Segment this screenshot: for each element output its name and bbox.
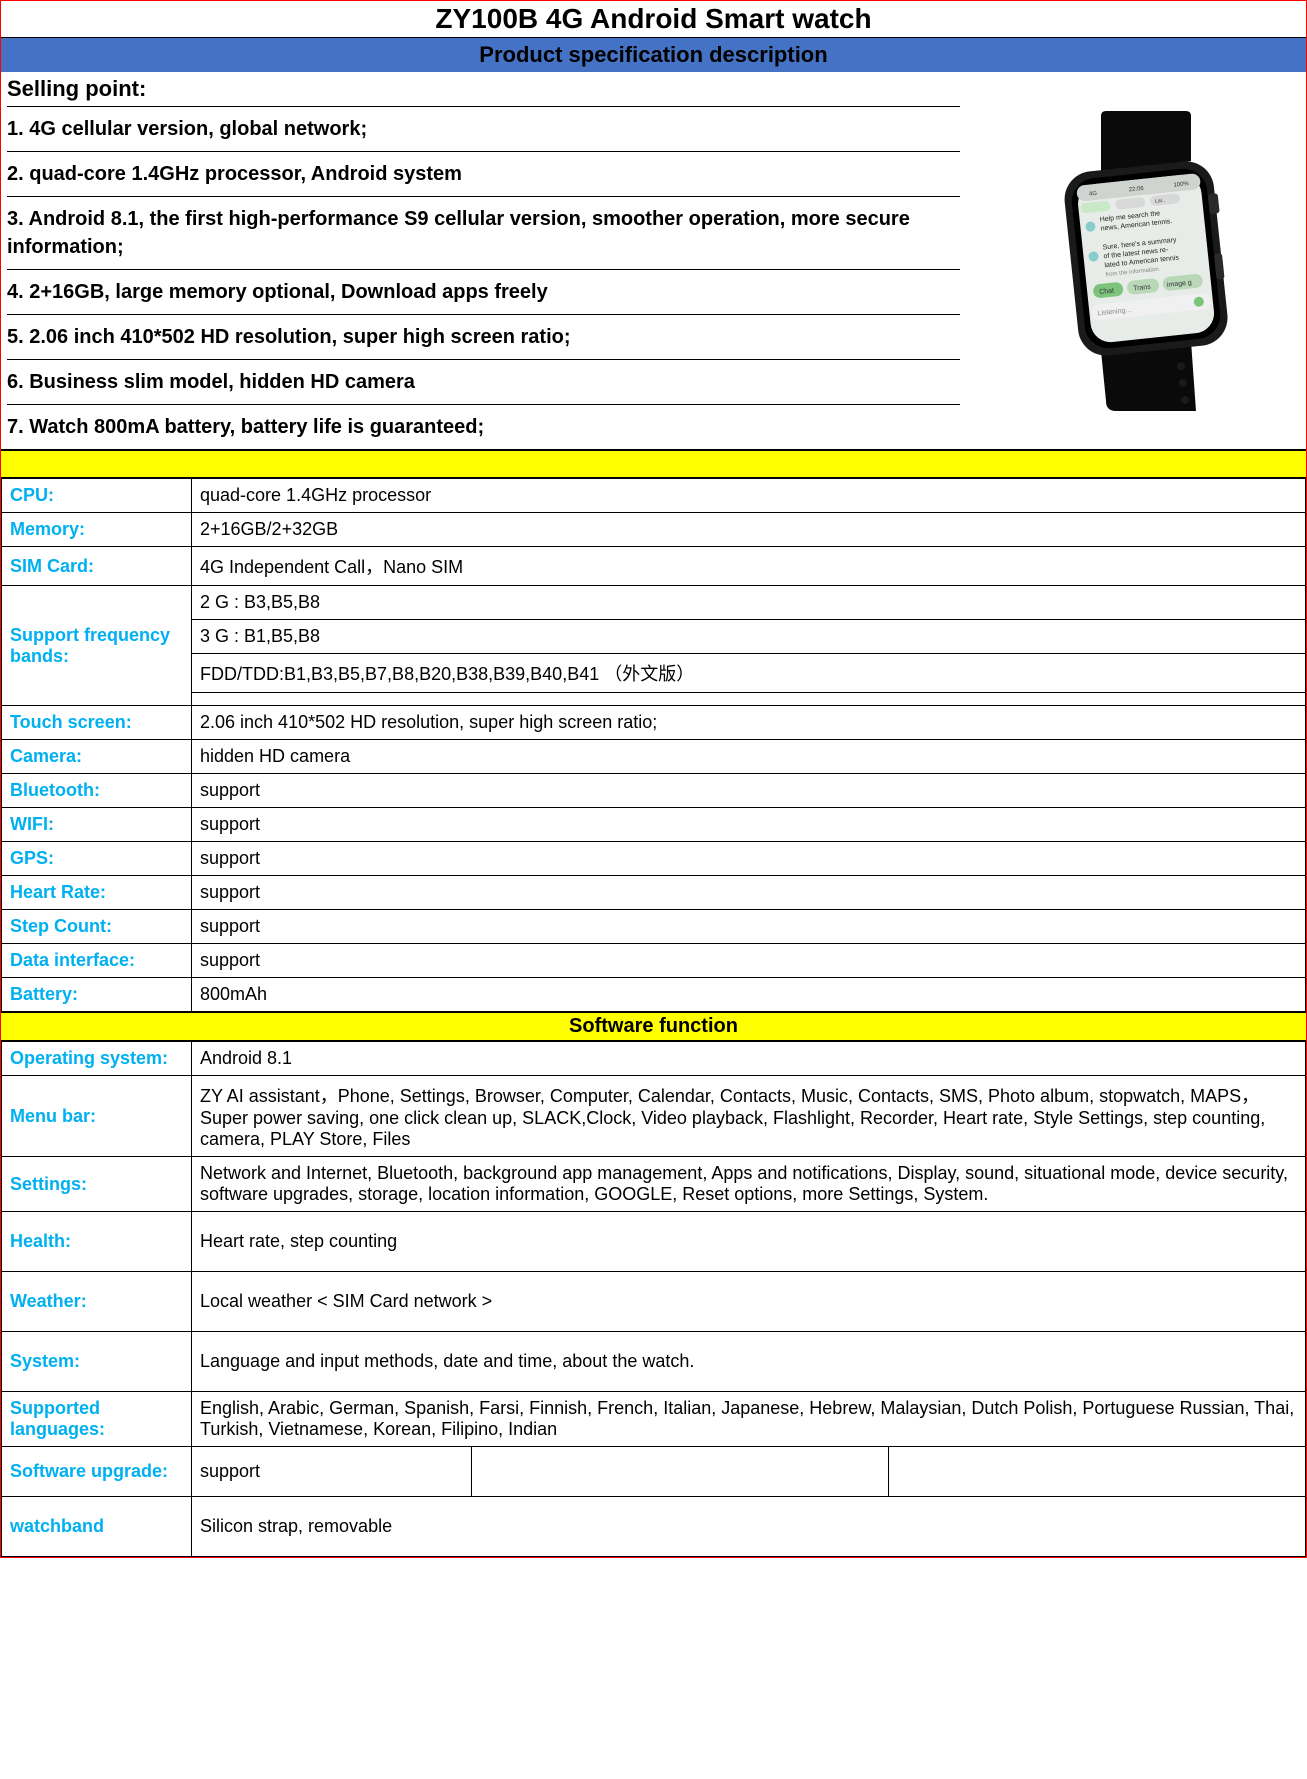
spec-label: Step Count:	[2, 910, 192, 944]
spec-value: 800mAh	[192, 978, 1306, 1012]
spec-label: Battery:	[2, 978, 192, 1012]
spec-value: support	[192, 944, 1306, 978]
selling-point: 1. 4G cellular version, global network;	[7, 107, 960, 152]
spec-value: Language and input methods, date and tim…	[192, 1332, 1306, 1392]
subtitle: Product specification description	[1, 38, 1306, 72]
spec-label: GPS:	[2, 842, 192, 876]
spec-label: Bluetooth:	[2, 774, 192, 808]
yellow-divider	[1, 450, 1306, 478]
spec-label: WIFI:	[2, 808, 192, 842]
spec-label-freq: Support frequency bands:	[2, 586, 192, 706]
hardware-spec-table: CPU:quad-core 1.4GHz processorMemory:2+1…	[1, 478, 1306, 1012]
software-spec-table: Operating system:Android 8.1Menu bar:ZY …	[1, 1041, 1306, 1557]
selling-header: Selling point:	[7, 72, 960, 107]
spec-label: Weather:	[2, 1272, 192, 1332]
spec-label: Settings:	[2, 1157, 192, 1212]
spec-label: Menu bar:	[2, 1076, 192, 1157]
selling-point: 5. 2.06 inch 410*502 HD resolution, supe…	[7, 315, 960, 360]
spec-value: support	[192, 774, 1306, 808]
spec-value: Android 8.1	[192, 1042, 1306, 1076]
spec-sheet: ZY100B 4G Android Smart watch Product sp…	[0, 0, 1307, 1558]
spec-value: 4G Independent Call，Nano SIM	[192, 547, 1306, 586]
spec-label: SIM Card:	[2, 547, 192, 586]
svg-text:Lar..: Lar..	[1155, 197, 1165, 204]
spec-label: Camera:	[2, 740, 192, 774]
spec-label: Touch screen:	[2, 706, 192, 740]
selling-point: 3. Android 8.1, the first high-performan…	[7, 197, 960, 270]
spec-value: Silicon strap, removable	[192, 1497, 1306, 1557]
spec-empty	[472, 1447, 889, 1497]
spec-label: Data interface:	[2, 944, 192, 978]
spec-label: System:	[2, 1332, 192, 1392]
spec-value: 2 G : B3,B5,B8	[192, 586, 1306, 620]
spec-value: support	[192, 876, 1306, 910]
spec-label: Software upgrade:	[2, 1447, 192, 1497]
spec-value: Network and Internet, Bluetooth, backgro…	[192, 1157, 1306, 1212]
selling-point: 2. quad-core 1.4GHz processor, Android s…	[7, 152, 960, 197]
watch-illustration: 4G 22:06 100% Lar.. Help me search the n…	[986, 111, 1286, 411]
spec-label: watchband	[2, 1497, 192, 1557]
spec-value: Local weather < SIM Card network >	[192, 1272, 1306, 1332]
selling-points: Selling point: 1. 4G cellular version, g…	[1, 72, 966, 449]
spec-label: Supported languages:	[2, 1392, 192, 1447]
top-section: Selling point: 1. 4G cellular version, g…	[1, 72, 1306, 450]
spec-value: support	[192, 1447, 472, 1497]
status-4g: 4G	[1089, 190, 1098, 197]
spec-value	[192, 693, 1306, 706]
spec-empty	[888, 1447, 1305, 1497]
product-title: ZY100B 4G Android Smart watch	[1, 1, 1306, 38]
spec-value: 2.06 inch 410*502 HD resolution, super h…	[192, 706, 1306, 740]
spec-value: 3 G : B1,B5,B8	[192, 620, 1306, 654]
product-image: 4G 22:06 100% Lar.. Help me search the n…	[966, 72, 1306, 449]
selling-point: 4. 2+16GB, large memory optional, Downlo…	[7, 270, 960, 315]
spec-value: support	[192, 842, 1306, 876]
spec-value: English, Arabic, German, Spanish, Farsi,…	[192, 1392, 1306, 1447]
spec-label: CPU:	[2, 479, 192, 513]
selling-point: 7. Watch 800mA battery, battery life is …	[7, 405, 960, 449]
spec-label: Memory:	[2, 513, 192, 547]
spec-label: Heart Rate:	[2, 876, 192, 910]
spec-value: hidden HD camera	[192, 740, 1306, 774]
spec-value: support	[192, 808, 1306, 842]
spec-value: ZY AI assistant，Phone, Settings, Browser…	[192, 1076, 1306, 1157]
selling-point: 6. Business slim model, hidden HD camera	[7, 360, 960, 405]
spec-value: FDD/TDD:B1,B3,B5,B7,B8,B20,B38,B39,B40,B…	[192, 654, 1306, 693]
spec-value: support	[192, 910, 1306, 944]
spec-label: Operating system:	[2, 1042, 192, 1076]
spec-value: quad-core 1.4GHz processor	[192, 479, 1306, 513]
software-header: Software function	[1, 1012, 1306, 1041]
spec-value: 2+16GB/2+32GB	[192, 513, 1306, 547]
spec-value: Heart rate, step counting	[192, 1212, 1306, 1272]
spec-label: Health:	[2, 1212, 192, 1272]
